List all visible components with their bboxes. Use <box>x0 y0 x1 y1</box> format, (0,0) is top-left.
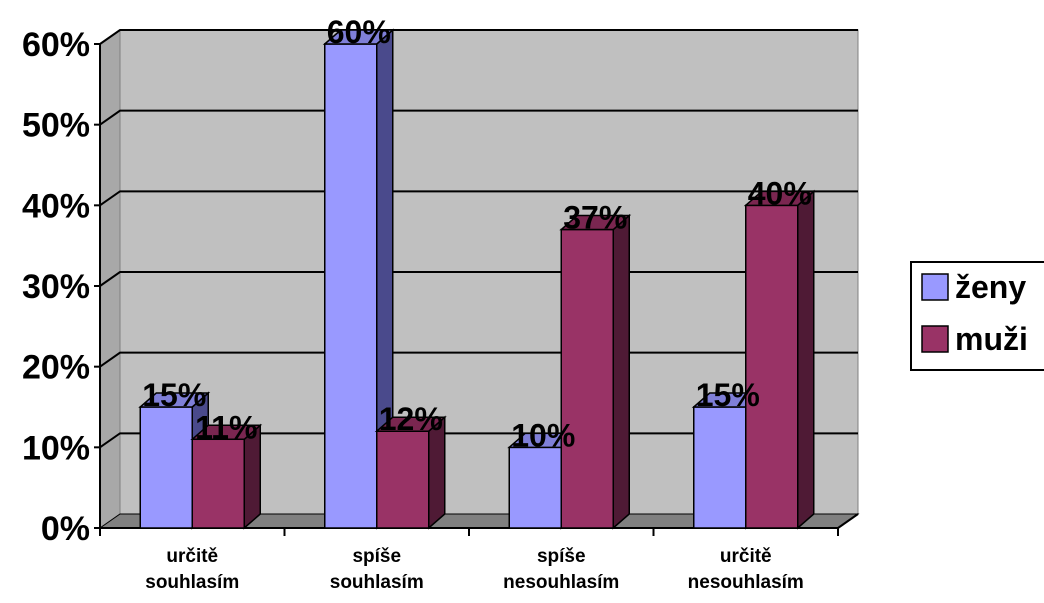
bar-top <box>743 190 816 207</box>
x-category-label-line: určitě <box>720 546 772 567</box>
legend-label: ženy <box>955 269 1026 305</box>
x-category-label-line: nesouhlasím <box>503 572 619 593</box>
x-category-label: spíše nesouhlasím <box>503 546 619 593</box>
data-label: 11% <box>195 409 257 445</box>
x-category-label: určitě nesouhlasím <box>688 546 804 593</box>
y-tick-label: 0% <box>41 510 90 548</box>
bar-top <box>559 214 632 231</box>
x-category-labels: určitě souhlasím spíše souhlasím spíše nesouh… <box>145 546 804 593</box>
gridline <box>99 29 858 45</box>
bars <box>138 28 816 530</box>
legend: ženy muži <box>910 261 1044 371</box>
legend-label: muži <box>955 321 1028 357</box>
bar-muzi <box>745 204 799 529</box>
data-label: 37% <box>563 200 627 236</box>
bar-top <box>322 29 395 45</box>
data-label: 15% <box>142 377 206 413</box>
x-category-label-line: určitě <box>166 546 218 567</box>
y-tick-label: 40% <box>22 187 90 225</box>
data-label: 10% <box>511 417 575 453</box>
data-labels: 15%11%60%12% 10%37%15%40% <box>142 14 812 453</box>
gridline <box>99 190 858 207</box>
bar-top <box>138 392 211 408</box>
y-tick-labels: 0% 10% 20% 30% 40% 50% 60% <box>22 26 90 548</box>
gridline <box>99 109 858 126</box>
bar-zeny <box>508 446 562 529</box>
bar-zeny <box>693 406 747 529</box>
y-tick-label: 20% <box>22 349 90 387</box>
y-tick-label: 30% <box>22 268 90 306</box>
data-label: 40% <box>748 175 812 211</box>
bar-top <box>190 424 263 441</box>
bar-muzi <box>376 430 430 529</box>
bar-muzi <box>191 438 245 529</box>
data-label: 12% <box>379 401 443 437</box>
x-category-label-line: spíše <box>537 546 586 567</box>
y-tick-label: 50% <box>22 107 90 145</box>
bar-side <box>612 213 630 530</box>
bar-zeny <box>324 43 378 529</box>
x-category-label-line: souhlasím <box>330 572 424 593</box>
data-label: 60% <box>327 14 391 50</box>
x-category-label-line: spíše <box>352 546 401 567</box>
data-label: 15% <box>696 377 760 413</box>
y-tick-label: 60% <box>22 26 90 64</box>
y-tick-label: 10% <box>22 429 90 467</box>
x-category-label-line: souhlasím <box>145 572 239 593</box>
bar-side <box>797 189 815 530</box>
legend-swatch <box>921 273 949 301</box>
floor-edge <box>837 513 859 529</box>
bar-zeny <box>139 406 193 529</box>
bar-top <box>374 416 447 432</box>
x-category-label-line: nesouhlasím <box>688 572 804 593</box>
x-category-label: určitě souhlasím <box>145 546 239 593</box>
x-category-label: spíše souhlasím <box>330 546 424 593</box>
bar-muzi <box>560 228 614 529</box>
legend-swatch <box>921 325 949 353</box>
